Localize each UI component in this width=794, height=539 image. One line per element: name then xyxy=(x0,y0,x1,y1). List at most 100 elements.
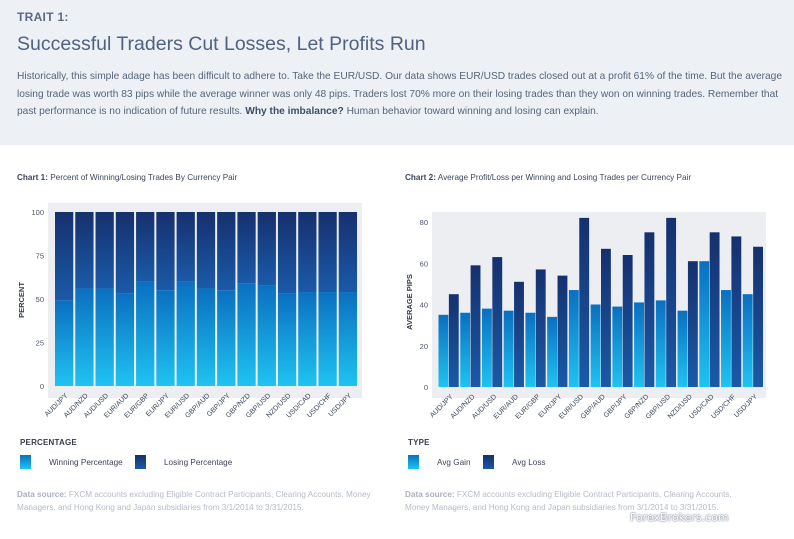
chart1-bar-winning xyxy=(136,281,155,386)
chart2-ylabel: AVERAGE PIPS xyxy=(405,274,414,330)
chart2-bar-loss xyxy=(687,261,698,387)
legend-gain-label: Avg Gain xyxy=(437,457,471,467)
chart1-bar-losing xyxy=(156,212,175,291)
chart2-bar-gain xyxy=(525,312,536,387)
intro-end: Human behavior toward winning and losing… xyxy=(346,106,599,118)
legend-lose-label: Losing Percentage xyxy=(164,457,233,467)
chart1-bar-losing xyxy=(75,212,94,289)
chart2-source-label: Data source: xyxy=(405,490,455,499)
chart2-label: Chart 2: xyxy=(405,173,436,182)
chart2-ytick: 60 xyxy=(420,259,428,268)
chart1-bar-losing xyxy=(217,212,236,291)
chart2-bar-loss xyxy=(622,255,633,387)
chart2-bar-gain xyxy=(438,314,449,387)
chart1-bar-losing xyxy=(136,212,155,282)
chart2-bar-loss xyxy=(557,275,568,387)
legend-loss-label: Avg Loss xyxy=(512,457,546,467)
gain-swatch xyxy=(408,455,419,469)
chart1-bar-winning xyxy=(237,283,256,386)
chart2-bar-gain xyxy=(742,294,753,387)
intro-text: Historically, this simple adage has been… xyxy=(17,71,783,118)
chart2-bar-gain xyxy=(721,290,731,387)
chart1-bar-winning xyxy=(318,292,337,386)
chart1-ytick: 100 xyxy=(31,208,44,217)
chart2-source: Data source: FXCM accounts excluding Eli… xyxy=(405,488,750,514)
chart2-legend-title: TYPE xyxy=(408,438,430,447)
chart2-bar-gain xyxy=(655,300,666,387)
chart2-ytick: 20 xyxy=(420,342,428,351)
chart2-ytick: 80 xyxy=(420,218,428,227)
chart1-bar-winning xyxy=(277,293,297,386)
chart1-bar-losing xyxy=(196,212,216,289)
chart1-ytick: 75 xyxy=(36,252,44,261)
chart1-label: Chart 1: xyxy=(17,173,48,182)
chart2-bar-loss xyxy=(492,257,503,387)
chart2-bar-loss xyxy=(731,236,742,387)
chart1-legend-title: PERCENTAGE xyxy=(20,438,77,447)
chart1-ytick: 25 xyxy=(36,339,44,348)
chart2-legend-gain: Avg Gain xyxy=(408,455,471,469)
lose-swatch xyxy=(135,455,146,469)
win-swatch xyxy=(20,455,31,469)
chart1-heading: Chart 1: Percent of Winning/Losing Trade… xyxy=(17,173,237,182)
chart2-ytick: 0 xyxy=(424,383,428,392)
legend-win-label: Winning Percentage xyxy=(49,457,123,467)
watermark-logo: ForexBrokers.com xyxy=(630,511,729,524)
chart1-bar-winning xyxy=(217,290,236,386)
chart1-ylabel: PERCENT xyxy=(17,282,26,318)
chart2-bar-loss xyxy=(514,281,524,387)
chart1-bar-winning xyxy=(75,288,94,386)
chart2-bar-loss xyxy=(601,248,611,387)
chart1-bar-winning xyxy=(115,293,135,386)
chart2-bar-loss xyxy=(535,269,546,387)
chart2-bar-gain xyxy=(547,316,558,387)
chart1-bar-winning xyxy=(176,281,195,386)
chart1-bar-losing xyxy=(298,212,317,293)
chart2-bar-gain xyxy=(481,308,492,387)
chart1-bar-winning xyxy=(95,288,114,386)
chart1-bar-losing xyxy=(55,212,74,301)
chart1-bar-losing xyxy=(237,212,256,284)
chart2-ytick: 40 xyxy=(420,301,428,310)
chart2-title: Average Profit/Loss per Winning and Losi… xyxy=(437,173,692,182)
chart1-ytick: 50 xyxy=(36,295,44,304)
chart2-bar-gain xyxy=(634,302,644,387)
chart1-legend-win: Winning Percentage xyxy=(20,455,123,469)
chart1-bar-losing xyxy=(277,212,297,294)
intro-bold: Why the imbalance? xyxy=(245,106,344,118)
chart2-bar-loss xyxy=(644,232,655,387)
chart1-bar-losing xyxy=(338,212,357,293)
chart2-bar-gain xyxy=(503,310,514,387)
intro-paragraph: Historically, this simple adage has been… xyxy=(17,68,782,121)
loss-swatch xyxy=(483,455,494,469)
chart1-bar-winning xyxy=(257,285,276,386)
chart1-source-label: Data source: xyxy=(17,490,67,499)
chart2-bar-loss xyxy=(470,265,481,387)
chart2-bar-loss xyxy=(666,217,677,387)
chart2-heading: Chart 2: Average Profit/Loss per Winning… xyxy=(405,173,691,182)
chart1-bar-losing xyxy=(318,212,337,293)
chart1-title: Percent of Winning/Losing Trades By Curr… xyxy=(50,173,238,182)
chart2-bar-gain xyxy=(568,290,579,387)
chart1-bar-winning xyxy=(55,300,74,386)
chart1-bar-winning xyxy=(298,292,317,386)
chart1-bar-losing xyxy=(95,212,114,289)
chart2-bar-gain xyxy=(612,306,623,387)
trait-label: TRAIT 1: xyxy=(17,10,69,24)
chart2-source-text: FXCM accounts excluding Eligible Contrac… xyxy=(405,490,732,512)
page-title: Successful Traders Cut Losses, Let Profi… xyxy=(17,33,426,55)
chart1-bar-winning xyxy=(196,288,216,386)
chart2-bar-gain xyxy=(699,261,710,387)
chart2-bar-loss xyxy=(579,217,590,387)
chart1-source-text: FXCM accounts excluding Eligible Contrac… xyxy=(17,490,371,512)
chart2-bar-gain xyxy=(677,310,688,387)
chart1-legend-lose: Losing Percentage xyxy=(135,455,232,469)
chart2-bar-gain xyxy=(460,312,471,387)
header-panel: TRAIT 1: Successful Traders Cut Losses, … xyxy=(0,0,794,145)
chart1-source: Data source: FXCM accounts excluding Eli… xyxy=(17,488,372,514)
chart1-bar-losing xyxy=(176,212,195,282)
chart2-bar-loss xyxy=(448,294,459,387)
chart2-legend-loss: Avg Loss xyxy=(483,455,546,469)
chart2-bar-gain xyxy=(590,304,601,387)
chart1-bar-losing xyxy=(115,212,135,294)
